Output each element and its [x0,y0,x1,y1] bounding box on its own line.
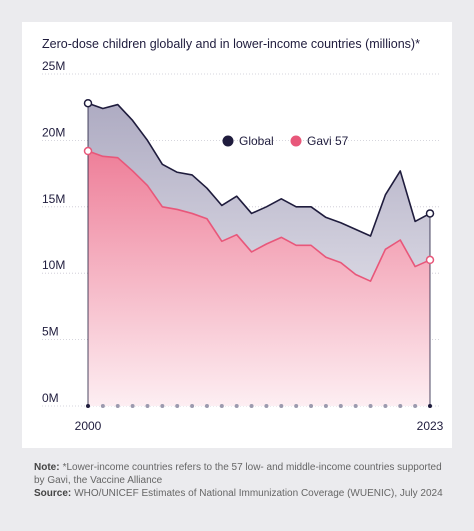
y-tick-label: 10M [42,258,65,272]
end-point [83,146,93,156]
x-dot [100,404,105,408]
note-label: Note: [34,462,60,473]
x-dot [428,404,432,408]
legend-swatch [290,135,302,147]
y-tick-label: 25M [42,59,65,73]
note-label: Source: [34,488,72,499]
y-tick-label: 5M [42,325,59,339]
x-dot [294,404,299,408]
x-dot [234,404,239,408]
x-dot [368,404,373,408]
chart-title: Zero-dose children globally and in lower… [42,37,420,51]
x-dot [175,404,180,408]
line [87,102,431,237]
x-dot [249,404,254,408]
end-point [425,255,435,265]
note: Note: *Lower-income countries refers to t… [34,461,454,487]
x-dot [338,404,343,408]
end-point [425,209,435,218]
x-dot [115,404,120,408]
x-dot [323,404,328,408]
x-dot [383,404,388,408]
footnote: Note: *Lower-income countries refers to t… [34,461,454,500]
x-tick-label: 2023 [417,419,444,433]
x-dot [190,404,195,408]
note-text: WHO/UNICEF Estimates of National Immuniz… [74,488,443,499]
note-text: *Lower-income countries refers to the 57… [34,462,442,486]
x-dot [204,404,209,408]
x-dot [130,404,135,408]
legend-swatch [222,135,234,147]
x-dot [219,404,224,408]
x-dot [398,404,403,408]
x-dot [145,404,150,408]
line [87,150,431,282]
x-tick-label: 2000 [75,419,102,433]
chart: Zero-dose children globally and in lower… [22,22,452,448]
note: Source: WHO/UNICEF Estimates of National … [34,487,454,500]
legend-label: Gavi 57 [307,134,349,148]
end-point [83,98,93,108]
x-dot [160,404,165,408]
x-dot [413,404,418,408]
x-dot [353,404,358,408]
y-tick-label: 15M [42,192,65,206]
y-tick-label: 0M [42,391,59,405]
x-dot [279,404,284,408]
x-dot [264,404,269,408]
x-dot [309,404,314,408]
area [88,151,430,406]
y-tick-label: 20M [42,125,65,139]
x-dot [86,404,90,408]
legend-label: Global [239,134,274,148]
